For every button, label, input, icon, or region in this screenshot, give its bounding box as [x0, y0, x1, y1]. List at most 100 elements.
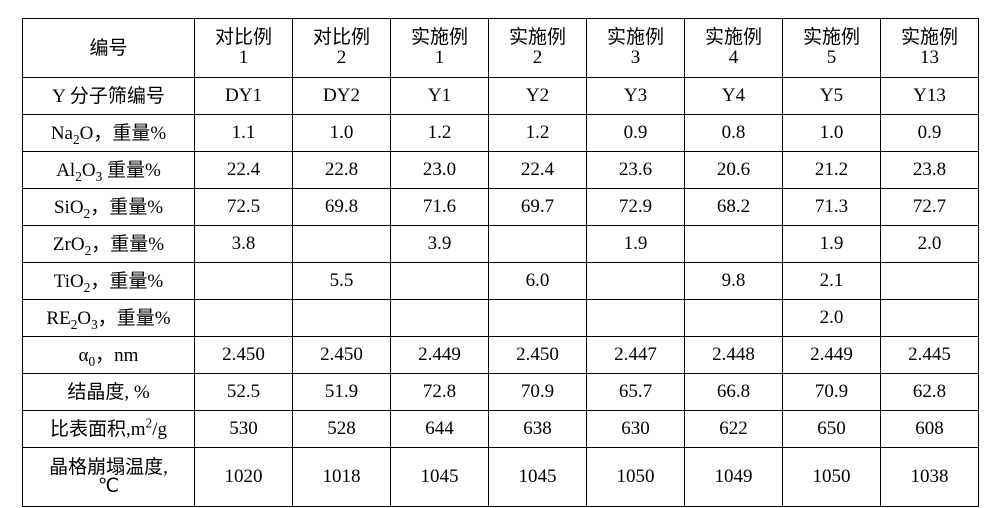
- col-head-line2: 1: [239, 47, 249, 68]
- row-label: α0，nm: [23, 337, 195, 374]
- table-cell: 3.8: [195, 226, 293, 263]
- table-cell: Y3: [587, 78, 685, 115]
- table-cell: 23.0: [391, 152, 489, 189]
- table-cell: 608: [881, 411, 979, 448]
- table-cell: 2.445: [881, 337, 979, 374]
- table-cell: 70.9: [783, 374, 881, 411]
- table-cell: 0.8: [685, 115, 783, 152]
- row-label: ZrO2，重量%: [23, 226, 195, 263]
- table-row: Y 分子筛编号DY1DY2Y1Y2Y3Y4Y5Y13: [23, 78, 979, 115]
- table-header-row: 编号 对比例1对比例2实施例1实施例2实施例3实施例4实施例5实施例13: [23, 19, 979, 78]
- table-cell: [881, 300, 979, 337]
- table-cell: 69.8: [293, 189, 391, 226]
- col-head-line1: 实施例: [705, 27, 762, 48]
- table-cell: 72.9: [587, 189, 685, 226]
- col-head-line2: 2: [337, 47, 347, 68]
- table-cell: 1018: [293, 448, 391, 507]
- col-head-line2: 4: [729, 47, 739, 68]
- table-cell: 72.5: [195, 189, 293, 226]
- table-cell: 71.3: [783, 189, 881, 226]
- table-cell: 2.447: [587, 337, 685, 374]
- table-cell: 1050: [587, 448, 685, 507]
- table-cell: 1.9: [783, 226, 881, 263]
- table-cell: 65.7: [587, 374, 685, 411]
- table-cell: 1.2: [489, 115, 587, 152]
- table-cell: 650: [783, 411, 881, 448]
- col-head-line1: 实施例: [901, 27, 958, 48]
- table-cell: Y2: [489, 78, 587, 115]
- col-head-7: 实施例13: [881, 19, 979, 78]
- table-cell: 68.2: [685, 189, 783, 226]
- table-cell: 2.450: [489, 337, 587, 374]
- table-cell: [489, 226, 587, 263]
- col-head-line2: 1: [435, 47, 445, 68]
- table-cell: 644: [391, 411, 489, 448]
- table-cell: 3.9: [391, 226, 489, 263]
- table-cell: 630: [587, 411, 685, 448]
- table-row: 结晶度, %52.551.972.870.965.766.870.962.8: [23, 374, 979, 411]
- table-cell: DY2: [293, 78, 391, 115]
- col-head-line2: 5: [827, 47, 837, 68]
- table-cell: [685, 226, 783, 263]
- table-row: 晶格崩塌温度,℃10201018104510451050104910501038: [23, 448, 979, 507]
- table-cell: 71.6: [391, 189, 489, 226]
- table-cell: 22.4: [195, 152, 293, 189]
- table-cell: [293, 300, 391, 337]
- table-cell: 1.9: [587, 226, 685, 263]
- col-head-line2: 2: [533, 47, 543, 68]
- table-cell: [195, 300, 293, 337]
- table-row: ZrO2，重量%3.83.91.91.92.0: [23, 226, 979, 263]
- table-cell: 1.2: [391, 115, 489, 152]
- table-cell: 528: [293, 411, 391, 448]
- table-row: SiO2，重量%72.569.871.669.772.968.271.372.7: [23, 189, 979, 226]
- table-cell: 638: [489, 411, 587, 448]
- table-cell: [391, 300, 489, 337]
- col-head-2: 实施例1: [391, 19, 489, 78]
- table-cell: 1020: [195, 448, 293, 507]
- table-cell: 2.449: [391, 337, 489, 374]
- table-cell: DY1: [195, 78, 293, 115]
- row-label: Y 分子筛编号: [23, 78, 195, 115]
- table-cell: 62.8: [881, 374, 979, 411]
- table-cell: 2.1: [783, 263, 881, 300]
- table-cell: 66.8: [685, 374, 783, 411]
- table-cell: 1050: [783, 448, 881, 507]
- table-cell: [685, 300, 783, 337]
- table-cell: 5.5: [293, 263, 391, 300]
- row-label: Al2O3 重量%: [23, 152, 195, 189]
- table-cell: 1.1: [195, 115, 293, 152]
- table-cell: 23.6: [587, 152, 685, 189]
- row-label: 结晶度, %: [23, 374, 195, 411]
- table-cell: 69.7: [489, 189, 587, 226]
- table-row: Al2O3 重量%22.422.823.022.423.620.621.223.…: [23, 152, 979, 189]
- col-head-0: 对比例1: [195, 19, 293, 78]
- table-cell: [587, 263, 685, 300]
- row-label: 晶格崩塌温度,℃: [23, 448, 195, 507]
- table-cell: 9.8: [685, 263, 783, 300]
- table-cell: Y13: [881, 78, 979, 115]
- table-cell: 22.4: [489, 152, 587, 189]
- table-cell: 2.448: [685, 337, 783, 374]
- table-cell: [391, 263, 489, 300]
- table-cell: 1049: [685, 448, 783, 507]
- table-row: Na2O，重量%1.11.01.21.20.90.81.00.9: [23, 115, 979, 152]
- table-cell: 2.449: [783, 337, 881, 374]
- col-head-1: 对比例2: [293, 19, 391, 78]
- header-rowlabel: 编号: [23, 19, 195, 78]
- col-head-line1: 对比例: [215, 27, 272, 48]
- table-cell: Y1: [391, 78, 489, 115]
- table-cell: [293, 226, 391, 263]
- table-row: α0，nm2.4502.4502.4492.4502.4472.4482.449…: [23, 337, 979, 374]
- table-cell: 0.9: [881, 115, 979, 152]
- table-cell: [881, 263, 979, 300]
- table-row: RE2O3，重量%2.0: [23, 300, 979, 337]
- table-cell: 22.8: [293, 152, 391, 189]
- table-cell: 0.9: [587, 115, 685, 152]
- table-cell: 72.7: [881, 189, 979, 226]
- row-label: SiO2，重量%: [23, 189, 195, 226]
- table-cell: 72.8: [391, 374, 489, 411]
- col-head-line2: 3: [631, 47, 641, 68]
- table-cell: [587, 300, 685, 337]
- col-head-6: 实施例5: [783, 19, 881, 78]
- col-head-line1: 实施例: [509, 27, 566, 48]
